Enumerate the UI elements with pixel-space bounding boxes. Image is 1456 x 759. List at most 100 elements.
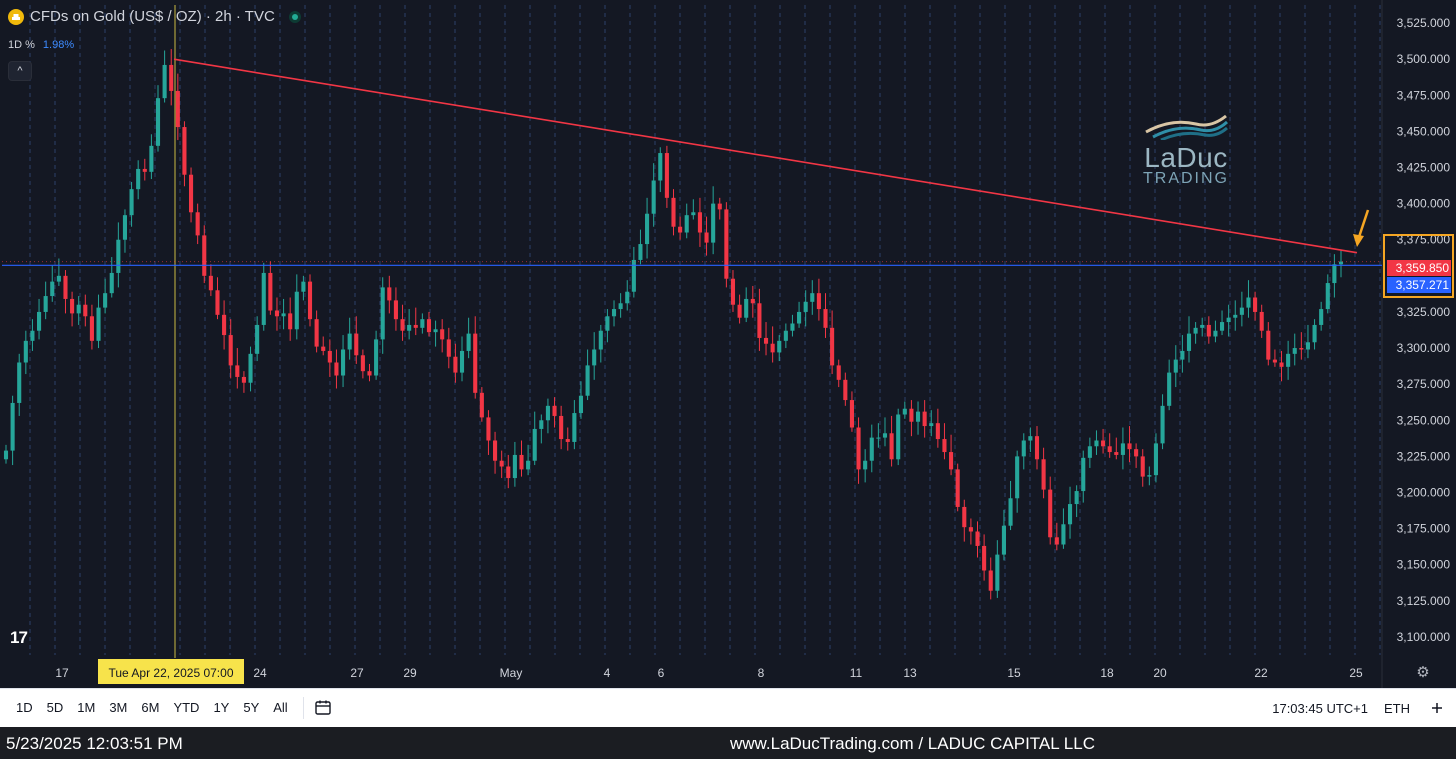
clock-timezone[interactable]: 17:03:45 UTC+1 bbox=[1272, 700, 1368, 716]
candle-body bbox=[902, 408, 907, 415]
x-tick-label: 29 bbox=[403, 666, 417, 680]
range-button-1y[interactable]: 1Y bbox=[213, 700, 230, 715]
candle-body bbox=[572, 413, 577, 442]
candle-body bbox=[750, 298, 755, 304]
y-tick-label: 3,400.000 bbox=[1397, 197, 1451, 211]
candle-body bbox=[598, 330, 603, 350]
candle-body bbox=[63, 275, 68, 299]
candle-body bbox=[691, 212, 696, 216]
candle-body bbox=[1173, 359, 1178, 373]
candle-body bbox=[56, 275, 61, 282]
candle-body bbox=[3, 450, 9, 460]
candle-body bbox=[711, 203, 716, 243]
range-button-6m[interactable]: 6M bbox=[141, 700, 160, 715]
range-button-5d[interactable]: 5D bbox=[46, 700, 64, 715]
x-tick-label: 8 bbox=[758, 666, 765, 680]
range-button-3m[interactable]: 3M bbox=[109, 700, 128, 715]
candle-body bbox=[440, 329, 445, 340]
candle-body bbox=[109, 272, 114, 294]
range-button-5y[interactable]: 5Y bbox=[243, 700, 260, 715]
session-toggle[interactable]: ETH bbox=[1384, 700, 1410, 716]
candle-body bbox=[1226, 317, 1231, 323]
range-button-all[interactable]: All bbox=[273, 700, 288, 715]
candle-body bbox=[493, 440, 498, 461]
candle-body bbox=[631, 259, 636, 292]
chart-area[interactable]: 3,525.000 3,500.000 3,475.000 3,450.000 3,42… bbox=[0, 0, 1456, 688]
chevron-up-icon: ^ bbox=[17, 65, 23, 77]
candle-body bbox=[70, 298, 75, 314]
bottom-toolbar: 1D 5D 1M 3M 6M YTD 1Y 5Y All 17:03:45 UT… bbox=[0, 688, 1456, 726]
x-tick-label: 17 bbox=[55, 666, 69, 680]
candle-body bbox=[466, 333, 471, 351]
candle-body bbox=[882, 433, 888, 438]
candle-body bbox=[479, 392, 484, 418]
candle-body bbox=[1246, 297, 1251, 308]
candle-body bbox=[222, 314, 227, 336]
candle-body bbox=[274, 310, 280, 317]
change-percent-label: 1D % bbox=[8, 39, 35, 51]
candle-body bbox=[294, 291, 299, 330]
candle-body bbox=[810, 293, 815, 302]
candle-body bbox=[155, 98, 161, 146]
candle-body bbox=[241, 376, 246, 383]
range-button-ytd[interactable]: YTD bbox=[173, 700, 200, 715]
candle-body bbox=[1107, 446, 1112, 453]
symbol-legend[interactable]: CFDs on Gold (US$ / OZ) · 2h · TVC bbox=[8, 8, 301, 25]
x-tick-label: 24 bbox=[253, 666, 267, 680]
candle-body bbox=[1200, 324, 1205, 328]
candle-body bbox=[499, 460, 504, 467]
y-tick-label: 3,250.000 bbox=[1397, 413, 1451, 427]
candle-body bbox=[803, 301, 808, 312]
candle-body bbox=[1021, 440, 1026, 457]
settings-gear-icon[interactable]: ⚙ bbox=[1416, 664, 1430, 681]
y-tick-label: 3,275.000 bbox=[1397, 377, 1451, 391]
annotation-arrow-head bbox=[1353, 234, 1364, 247]
calendar-goto-icon[interactable] bbox=[312, 697, 334, 719]
candle-body bbox=[1054, 537, 1059, 545]
y-tick-label: 3,100.000 bbox=[1397, 630, 1451, 644]
candle-body bbox=[790, 323, 795, 331]
candle-body bbox=[17, 362, 22, 403]
candle-body bbox=[347, 333, 352, 350]
candle-body bbox=[288, 313, 293, 330]
candle-body bbox=[1008, 498, 1013, 526]
candle-body bbox=[730, 278, 736, 305]
tradingview-logo[interactable]: 17 bbox=[10, 628, 28, 647]
candle-body bbox=[658, 153, 663, 181]
price-scale-area bbox=[1382, 0, 1456, 688]
candle-body bbox=[968, 527, 973, 532]
candle-body bbox=[1134, 449, 1139, 457]
x-tick-label: 18 bbox=[1100, 666, 1114, 680]
candle-body bbox=[889, 433, 894, 460]
candle-body bbox=[486, 417, 491, 441]
candle-body bbox=[248, 353, 253, 383]
candle-body bbox=[459, 350, 465, 373]
annotation-arrow-shaft bbox=[1356, 209, 1370, 241]
footer-datetime: 5/23/2025 12:03:51 PM bbox=[6, 734, 183, 753]
candle-body bbox=[10, 402, 15, 451]
price-chart[interactable]: 3,525.000 3,500.000 3,475.000 3,450.000 3,42… bbox=[0, 0, 1456, 688]
x-tick-label: 20 bbox=[1153, 666, 1167, 680]
candle-body bbox=[195, 212, 200, 236]
candle-body bbox=[1266, 330, 1271, 360]
candle-body bbox=[651, 180, 656, 214]
candle-body bbox=[215, 290, 220, 315]
candle-body bbox=[426, 319, 432, 333]
candle-body bbox=[1213, 330, 1218, 337]
footer-website[interactable]: www.LaDucTrading.com / LADUC CAPITAL LLC bbox=[730, 734, 1095, 753]
candle-body bbox=[876, 437, 881, 439]
range-button-1d[interactable]: 1D bbox=[16, 700, 33, 715]
collapse-legend-button[interactable]: ^ bbox=[8, 61, 32, 81]
candle-body bbox=[1180, 350, 1185, 360]
candle-body bbox=[354, 333, 359, 356]
resize-icon[interactable] bbox=[1426, 697, 1448, 719]
candle-body bbox=[1279, 362, 1284, 367]
candle-body bbox=[1094, 440, 1099, 447]
candle-body bbox=[420, 319, 425, 328]
candle-body bbox=[281, 313, 286, 317]
candle-body bbox=[777, 340, 782, 353]
range-button-1m[interactable]: 1M bbox=[77, 700, 96, 715]
candle-body bbox=[1160, 405, 1165, 444]
candle-body bbox=[189, 174, 194, 213]
candle-body bbox=[380, 287, 385, 340]
